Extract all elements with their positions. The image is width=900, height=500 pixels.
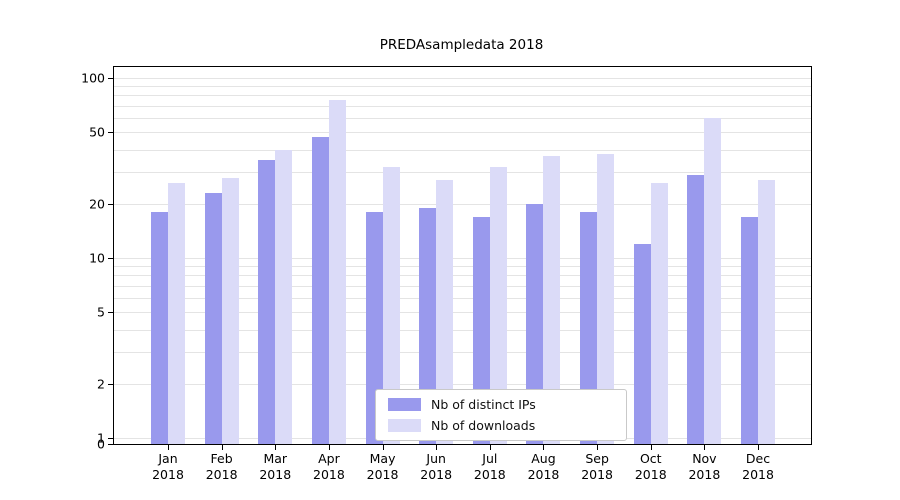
bar-distinct-ips — [311, 137, 329, 444]
y-tick-label: 20 — [89, 196, 105, 212]
gridline — [114, 312, 811, 314]
gridline — [114, 172, 811, 174]
gridline — [114, 266, 811, 268]
x-tick-label: Jan 2018 — [152, 451, 184, 482]
x-tick — [168, 445, 169, 450]
x-tick-label: Jun 2018 — [420, 451, 453, 482]
y-tick-label: 0 — [97, 436, 105, 452]
bar-distinct-ips — [419, 207, 437, 444]
bar-downloads — [168, 183, 185, 444]
bar-distinct-ips — [472, 216, 490, 444]
x-tick — [382, 445, 384, 450]
y-tick — [108, 203, 113, 205]
gridline — [114, 203, 811, 205]
bar-downloads — [275, 149, 293, 444]
gridline — [114, 329, 811, 331]
x-tick — [704, 445, 706, 450]
bar-downloads — [650, 183, 668, 444]
bar-downloads — [758, 180, 776, 444]
gridline — [114, 132, 811, 134]
x-tick — [758, 445, 760, 450]
y-tick — [108, 132, 113, 134]
bar-distinct-ips — [151, 212, 168, 444]
legend-swatch-distinct-ips — [388, 398, 421, 411]
y-tick-label: 1 — [97, 430, 105, 446]
bar-downloads — [221, 177, 239, 444]
y-tick-label: 10 — [89, 250, 105, 266]
bar-downloads — [328, 100, 346, 444]
y-tick — [108, 312, 113, 314]
gridline — [114, 149, 811, 151]
x-tick-label: Jul 2018 — [473, 451, 506, 482]
y-tick — [108, 444, 113, 445]
x-tick — [275, 445, 277, 450]
x-tick-label: Sep 2018 — [581, 451, 614, 482]
legend-label-distinct-ips: Nb of distinct IPs — [431, 397, 536, 412]
gridline — [114, 78, 811, 79]
bar-distinct-ips — [741, 216, 759, 444]
y-tick-label: 2 — [97, 376, 105, 392]
legend-label-downloads: Nb of downloads — [431, 418, 536, 433]
y-tick — [108, 258, 113, 259]
x-tick-label: Oct 2018 — [634, 451, 667, 482]
gridline — [114, 285, 811, 287]
gridline — [114, 86, 811, 88]
gridline — [114, 95, 811, 97]
gridline — [114, 297, 811, 299]
bar-downloads — [436, 180, 454, 444]
x-tick — [221, 445, 223, 450]
bar-distinct-ips — [580, 212, 598, 444]
x-tick-label: Nov 2018 — [688, 451, 721, 482]
bar-distinct-ips — [526, 203, 544, 444]
y-tick — [108, 78, 113, 79]
legend-item-downloads: Nb of downloads — [388, 418, 626, 433]
bar-downloads — [597, 153, 615, 444]
y-tick-label: 5 — [97, 304, 105, 320]
x-tick-label: Mar 2018 — [259, 451, 292, 482]
bar-distinct-ips — [687, 174, 705, 444]
x-tick — [597, 445, 599, 450]
y-tick — [108, 438, 113, 439]
legend-item-distinct-ips: Nb of distinct IPs — [388, 397, 626, 412]
x-tick-label: Aug 2018 — [527, 451, 560, 482]
bar-downloads — [382, 167, 400, 444]
x-tick — [543, 445, 545, 450]
bar-downloads — [543, 155, 561, 444]
gridline — [114, 105, 811, 107]
bar-downloads — [704, 117, 722, 444]
x-tick-label: Apr 2018 — [313, 451, 345, 482]
chart-title: PREDAsampledata 2018 — [379, 37, 544, 53]
x-tick — [436, 445, 438, 450]
gridline — [114, 352, 811, 354]
x-tick-label: May 2018 — [366, 451, 399, 482]
gridline — [114, 383, 811, 385]
gridline — [114, 117, 811, 119]
bar-distinct-ips — [204, 192, 222, 444]
bar-distinct-ips — [365, 212, 383, 444]
bar-downloads — [489, 167, 507, 444]
y-tick — [108, 383, 113, 385]
gridline — [114, 275, 811, 277]
legend: Nb of distinct IPs Nb of downloads — [375, 389, 627, 441]
bar-distinct-ips — [258, 160, 276, 444]
x-tick — [650, 445, 652, 450]
gridline — [114, 258, 811, 259]
x-tick-label: Feb 2018 — [205, 451, 238, 482]
y-tick-label: 50 — [89, 124, 105, 140]
bar-distinct-ips — [633, 243, 651, 444]
x-tick — [489, 445, 491, 450]
y-tick-label: 100 — [81, 70, 105, 86]
x-tick-label: Dec 2018 — [742, 451, 774, 482]
legend-swatch-downloads — [388, 419, 421, 432]
x-tick — [328, 445, 330, 450]
